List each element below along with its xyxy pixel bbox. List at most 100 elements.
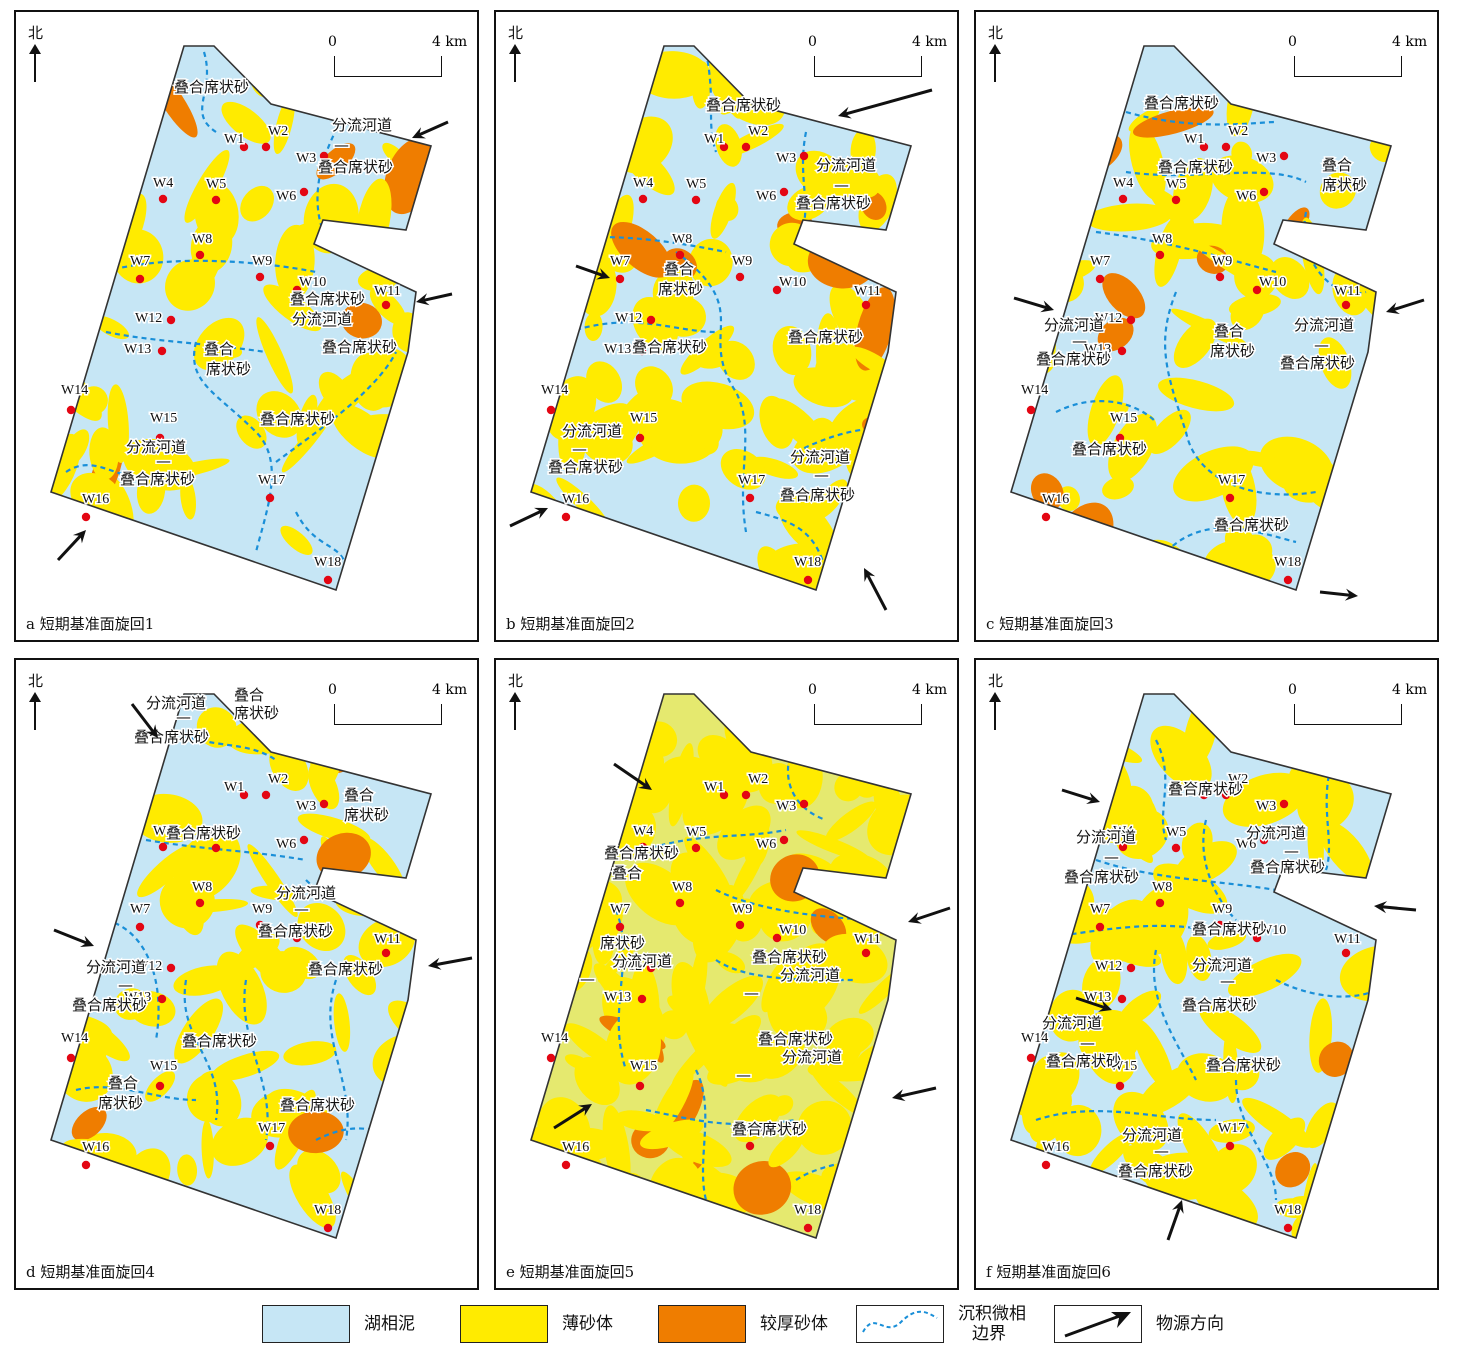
facies-label: 叠合席状砂 — [260, 410, 335, 428]
sand-patch — [793, 367, 854, 408]
source-direction-arrow — [908, 906, 951, 924]
well-marker — [615, 274, 625, 284]
well-marker — [646, 963, 656, 973]
well-label: W6 — [276, 837, 296, 852]
sand-patch — [1176, 1053, 1236, 1102]
well-label: W10 — [779, 923, 806, 938]
well-marker — [1155, 250, 1165, 260]
well-marker — [1115, 1081, 1125, 1091]
facies-boundary — [65, 464, 167, 484]
well-marker — [1259, 835, 1269, 845]
sand-patch — [211, 1050, 280, 1082]
facies-label: 分流河道 — [816, 156, 876, 174]
well-marker — [741, 790, 751, 800]
sand-patch — [602, 390, 650, 465]
north-arrow-icon — [989, 44, 1001, 82]
facies-label: 叠合席状砂 — [758, 1030, 833, 1048]
facies-label: 分流河道 — [292, 310, 352, 328]
facies-label: 叠合席状砂 — [318, 158, 393, 176]
sand-patch — [1123, 1145, 1186, 1195]
sand-patch — [114, 988, 148, 1020]
sand-patch — [535, 878, 574, 951]
facies-label: 叠合 — [1214, 322, 1244, 340]
well-label: W3 — [1256, 151, 1276, 166]
sand-patch — [729, 837, 768, 905]
sand-patch — [841, 694, 900, 731]
facies-label: — — [814, 466, 829, 484]
legend-item-mud: 湖相泥 — [262, 1302, 415, 1346]
well-marker — [135, 274, 145, 284]
facies-label: 分流河道 — [276, 884, 336, 902]
sand-patch — [1029, 103, 1113, 122]
well-marker — [319, 151, 329, 161]
sand-patch — [289, 1164, 336, 1229]
sand-patch — [194, 182, 239, 246]
source-direction-arrow — [838, 88, 933, 119]
source-direction-arrow — [428, 956, 473, 970]
facies-label: — — [1314, 336, 1329, 354]
sand-patch — [316, 143, 356, 180]
sand-patch — [221, 345, 243, 359]
well-marker — [299, 187, 309, 197]
sand-patch — [1210, 155, 1274, 204]
sand-patch — [888, 242, 911, 275]
sand-patch — [51, 229, 90, 289]
well-marker — [66, 1053, 76, 1063]
well-marker — [861, 948, 871, 958]
facies-label: — — [294, 900, 309, 918]
sand-patch — [564, 545, 598, 585]
well-marker — [1225, 1141, 1235, 1151]
sand-patch — [51, 170, 125, 201]
sand-patch — [1030, 473, 1064, 510]
sand-patch — [531, 928, 568, 951]
sand-patch — [1275, 1152, 1311, 1188]
scale-bar — [334, 56, 442, 77]
well-label: W16 — [82, 492, 109, 507]
sand-patch — [107, 384, 129, 464]
sand-patch — [1132, 1098, 1150, 1124]
sand-patch — [280, 525, 313, 555]
sand-patch — [1158, 377, 1235, 412]
well-marker — [81, 1160, 91, 1170]
facies-label: 席状砂 — [98, 1094, 143, 1112]
panel-caption: f 短期基准面旋回6 — [986, 1263, 1111, 1281]
facies-boundary — [1234, 1079, 1278, 1201]
well-marker — [1095, 922, 1105, 932]
sand-patch — [593, 769, 619, 829]
well-label: W8 — [672, 232, 692, 247]
facies-boundary — [165, 728, 277, 761]
source-direction-arrow — [892, 1086, 937, 1102]
sand-patch — [1284, 695, 1344, 765]
panel-caption: d 短期基准面旋回4 — [26, 1263, 155, 1281]
well-label: W12 — [615, 959, 642, 974]
source-direction-arrow — [53, 928, 94, 947]
well-label: W10 — [1259, 923, 1286, 938]
sand-patch — [597, 725, 634, 763]
sand-patch — [1348, 84, 1391, 128]
well-marker — [155, 433, 165, 443]
facies-boundary — [575, 321, 717, 334]
facies-label: 席状砂 — [206, 360, 251, 378]
well-label: W4 — [1113, 824, 1133, 839]
facies-label: 叠合席状砂 — [134, 728, 209, 746]
well-marker — [1041, 512, 1051, 522]
facies-boundary — [201, 51, 217, 133]
facies-label: 叠合席状砂 — [258, 922, 333, 940]
well-label: W11 — [854, 932, 881, 947]
well-marker — [1118, 194, 1128, 204]
map-canvas-5: W1 W2 W3 W4 W5 W6 W7 W8 W9 W10 W11 W12 W13 W14 W15 W16 W… — [530, 693, 951, 1240]
sand-patch — [1011, 57, 1043, 130]
source-direction-arrow — [1061, 788, 1100, 804]
north-label: 北 — [508, 672, 524, 690]
sand-patch — [717, 340, 755, 380]
sand-patch — [1032, 1193, 1081, 1238]
sand-patch — [860, 191, 887, 220]
source-direction-arrow — [416, 292, 453, 306]
sand-patch — [1029, 1195, 1075, 1238]
well-marker — [691, 195, 701, 205]
facies-label: 叠合席状砂 — [166, 824, 241, 842]
facies-label: 叠合席状砂 — [706, 96, 781, 114]
facies-label: 叠合席状砂 — [280, 1096, 355, 1114]
well-label: W18 — [1274, 555, 1301, 570]
